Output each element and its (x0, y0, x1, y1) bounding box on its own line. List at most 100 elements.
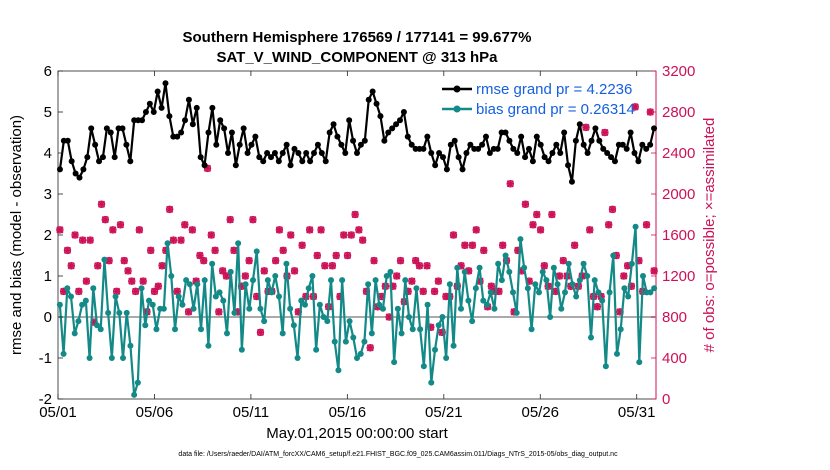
obs-assimilated-marker (128, 277, 136, 285)
obs-assimilated-marker (529, 221, 537, 229)
x-axis-ticks: 05/01 05/06 05/11 05/16 05/21 05/26 05/31 (39, 71, 655, 421)
rmse-point (529, 158, 536, 165)
rmse-point (611, 158, 618, 165)
obs-assimilated-marker (472, 226, 480, 234)
x-axis-label: May.01,2015 00:00:00 start (266, 425, 448, 442)
rmse-point (256, 154, 263, 161)
obs-assimilated-marker (593, 303, 601, 311)
obs-assimilated-marker (571, 241, 579, 249)
rmse-point (479, 141, 486, 148)
bias-point (528, 326, 535, 333)
y2-tick-label: 2400 (662, 145, 695, 162)
bias-point (108, 355, 115, 361)
rmse-point (127, 158, 134, 165)
rmse-point (475, 145, 482, 152)
rmse-point (268, 154, 275, 161)
data-file-footnote: data file: /Users/raeder/DAI/ATM_forcXX/… (178, 451, 618, 458)
obs-assimilated-marker (71, 231, 79, 239)
bias-point (487, 289, 494, 296)
bias-point (521, 264, 528, 271)
rmse-point (232, 162, 239, 169)
bias-point (628, 260, 635, 267)
bias-point (498, 277, 505, 284)
obs-assimilated-marker (188, 226, 196, 234)
obs-assimilated-marker (419, 287, 427, 295)
rmse-point (103, 125, 110, 132)
rmse-point (565, 162, 572, 169)
obs-assimilated-marker (241, 272, 249, 280)
obs-assimilated-marker (120, 257, 128, 265)
obs-assimilated-marker (181, 221, 189, 229)
obs-assimilated-marker (449, 231, 458, 239)
obs-assimilated-marker (150, 287, 159, 295)
bias-point (510, 289, 516, 296)
bias-point (565, 260, 572, 267)
obs-assimilated-marker (499, 241, 507, 249)
bias-point (450, 342, 457, 349)
obs-assimilated-marker (63, 246, 72, 254)
obs-assimilated-marker (226, 216, 234, 224)
obs-assimilated-marker (393, 272, 401, 280)
bias-point (432, 346, 438, 353)
bias-point (391, 359, 398, 366)
bias-point (75, 318, 82, 325)
obs-assimilated-marker (355, 226, 363, 234)
obs-assimilated-marker (264, 287, 272, 295)
bias-point (651, 285, 658, 292)
bias-point (491, 305, 498, 312)
bias-point (320, 314, 327, 320)
obs-assimilated-marker (605, 221, 613, 229)
obs-assimilated-marker (385, 313, 393, 321)
rmse-point (248, 141, 255, 148)
obs-assimilated-marker (518, 267, 526, 275)
obs-assimilated-marker (306, 226, 314, 234)
rmse-point (522, 154, 529, 161)
bias-point (465, 297, 472, 304)
rmse-point (228, 129, 235, 136)
bias-point (372, 277, 379, 284)
obs-assimilated-marker (177, 236, 185, 244)
y2-axis-ticks: 0 400 800 1200 1600 2000 2400 2800 3200 (651, 63, 695, 408)
rmse-point (88, 125, 95, 132)
bias-point (387, 268, 394, 275)
rmse-point (463, 150, 470, 156)
bias-point (220, 297, 227, 304)
bias-point (517, 236, 524, 243)
bias-point (346, 318, 353, 325)
bias-point (294, 355, 301, 361)
obs-assimilated-marker (185, 308, 193, 316)
legend-rmse-label: rmse grand pr = 4.2236 (476, 81, 632, 98)
bias-point (420, 363, 427, 370)
rmse-point (502, 129, 509, 136)
obs-assimilated-marker (237, 282, 246, 290)
bias-point (56, 301, 63, 308)
rmse-point (217, 117, 224, 124)
bias-point (428, 379, 435, 386)
bias-point (82, 297, 89, 304)
rmse-point (592, 125, 599, 132)
obs-assimilated-marker (434, 277, 442, 285)
rmse-point (436, 150, 443, 156)
bias-point (309, 273, 316, 279)
rmse-point (494, 145, 501, 152)
rmse-point (260, 158, 267, 165)
bias-point (454, 264, 461, 271)
obs-assimilated-marker (412, 257, 420, 265)
obs-assimilated-marker (442, 292, 450, 301)
rmse-point (107, 129, 114, 136)
obs-assimilated-marker (521, 200, 529, 208)
rmse-point (537, 141, 544, 148)
obs-assimilated-marker (404, 287, 412, 295)
bias-point (469, 318, 476, 325)
rmse-point (588, 137, 595, 144)
rmse-point (400, 109, 407, 115)
bias-point (60, 350, 67, 357)
obs-assimilated-marker (620, 272, 628, 280)
obs-assimilated-marker (431, 287, 439, 295)
bias-point (231, 309, 238, 316)
obs-assimilated-marker (495, 287, 503, 295)
bias-point (354, 355, 360, 361)
obs-assimilated-marker (60, 287, 68, 295)
bias-point (573, 293, 580, 300)
obs-assimilated-marker (207, 231, 215, 239)
